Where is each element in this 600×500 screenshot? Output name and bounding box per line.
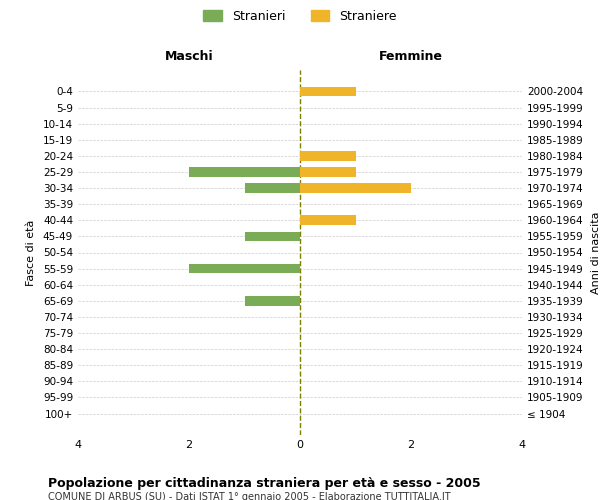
Bar — [300, 183, 411, 193]
Bar — [300, 216, 355, 225]
Bar — [245, 296, 300, 306]
Text: COMUNE DI ARBUS (SU) - Dati ISTAT 1° gennaio 2005 - Elaborazione TUTTITALIA.IT: COMUNE DI ARBUS (SU) - Dati ISTAT 1° gen… — [48, 492, 451, 500]
Y-axis label: Anni di nascita: Anni di nascita — [590, 211, 600, 294]
Bar — [245, 232, 300, 241]
Text: Femmine: Femmine — [379, 50, 443, 62]
Bar — [189, 167, 300, 177]
Y-axis label: Fasce di età: Fasce di età — [26, 220, 36, 286]
Text: Maschi: Maschi — [164, 50, 214, 62]
Bar — [300, 151, 355, 160]
Text: Popolazione per cittadinanza straniera per età e sesso - 2005: Popolazione per cittadinanza straniera p… — [48, 478, 481, 490]
Bar — [300, 167, 355, 177]
Bar — [245, 183, 300, 193]
Legend: Stranieri, Straniere: Stranieri, Straniere — [199, 6, 401, 26]
Bar — [189, 264, 300, 274]
Bar — [300, 86, 355, 97]
